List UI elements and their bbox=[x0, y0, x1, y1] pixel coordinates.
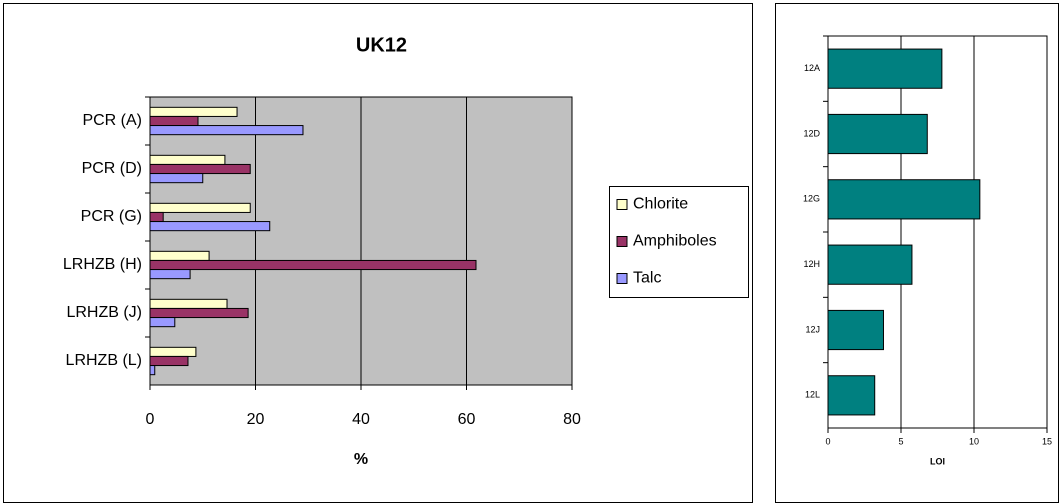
bar bbox=[149, 355, 189, 367]
legend-swatch bbox=[616, 273, 628, 284]
bar bbox=[827, 309, 884, 351]
x-tick-label: 60 bbox=[458, 411, 476, 428]
x-tick-label: 80 bbox=[563, 411, 581, 428]
y-tick-label: 12H bbox=[803, 259, 820, 269]
y-tick-label: 12D bbox=[803, 128, 820, 138]
legend-swatch bbox=[616, 236, 628, 247]
legend-label: Amphiboles bbox=[633, 233, 717, 250]
x-tick-label: 0 bbox=[825, 436, 830, 446]
plot-border bbox=[149, 96, 573, 386]
y-tick-label: 12L bbox=[805, 390, 820, 400]
bar bbox=[827, 113, 928, 155]
bar bbox=[149, 115, 199, 127]
y-tick-label: LRHZB (L) bbox=[66, 352, 142, 369]
bar bbox=[149, 211, 164, 223]
bar bbox=[149, 250, 210, 261]
x-axis-label: % bbox=[354, 451, 368, 468]
bar bbox=[149, 125, 304, 136]
bar bbox=[149, 346, 197, 357]
bar bbox=[149, 298, 228, 309]
y-tick-label: 12G bbox=[803, 194, 820, 204]
y-tick-label: LRHZB (J) bbox=[66, 304, 142, 321]
legend-label: Chlorite bbox=[633, 196, 688, 213]
x-tick-label: 0 bbox=[146, 411, 155, 428]
x-tick-label: 20 bbox=[247, 411, 265, 428]
bar bbox=[149, 365, 156, 376]
y-tick-label: PCR (A) bbox=[82, 112, 142, 129]
x-tick-label: 10 bbox=[969, 436, 979, 446]
bar bbox=[149, 106, 238, 117]
x-axis-label: LOI bbox=[930, 456, 945, 466]
bar bbox=[149, 307, 249, 319]
legend-box bbox=[609, 186, 749, 298]
legend-swatch bbox=[616, 199, 628, 210]
x-tick-label: 15 bbox=[1042, 436, 1052, 446]
bar bbox=[149, 173, 204, 184]
y-tick-label: PCR (D) bbox=[82, 160, 142, 177]
bar bbox=[149, 202, 251, 213]
chart-title: UK12 bbox=[356, 34, 407, 56]
bar bbox=[149, 269, 191, 280]
plot-area bbox=[828, 36, 1047, 428]
plot-border bbox=[827, 35, 1048, 429]
bar bbox=[827, 375, 876, 416]
bar bbox=[149, 259, 477, 271]
bar bbox=[827, 244, 913, 285]
bar bbox=[827, 179, 981, 220]
x-tick-label: 40 bbox=[352, 411, 370, 428]
y-tick-label: LRHZB (H) bbox=[63, 256, 142, 273]
bar bbox=[149, 154, 226, 165]
legend-label: Talc bbox=[633, 270, 661, 287]
bar bbox=[149, 163, 251, 175]
bar bbox=[149, 317, 176, 328]
bar bbox=[827, 48, 943, 89]
bar bbox=[149, 221, 271, 232]
y-tick-label: PCR (G) bbox=[81, 208, 142, 225]
x-tick-label: 5 bbox=[898, 436, 903, 446]
y-tick-label: 12J bbox=[805, 324, 820, 334]
y-tick-label: 12A bbox=[804, 63, 820, 73]
